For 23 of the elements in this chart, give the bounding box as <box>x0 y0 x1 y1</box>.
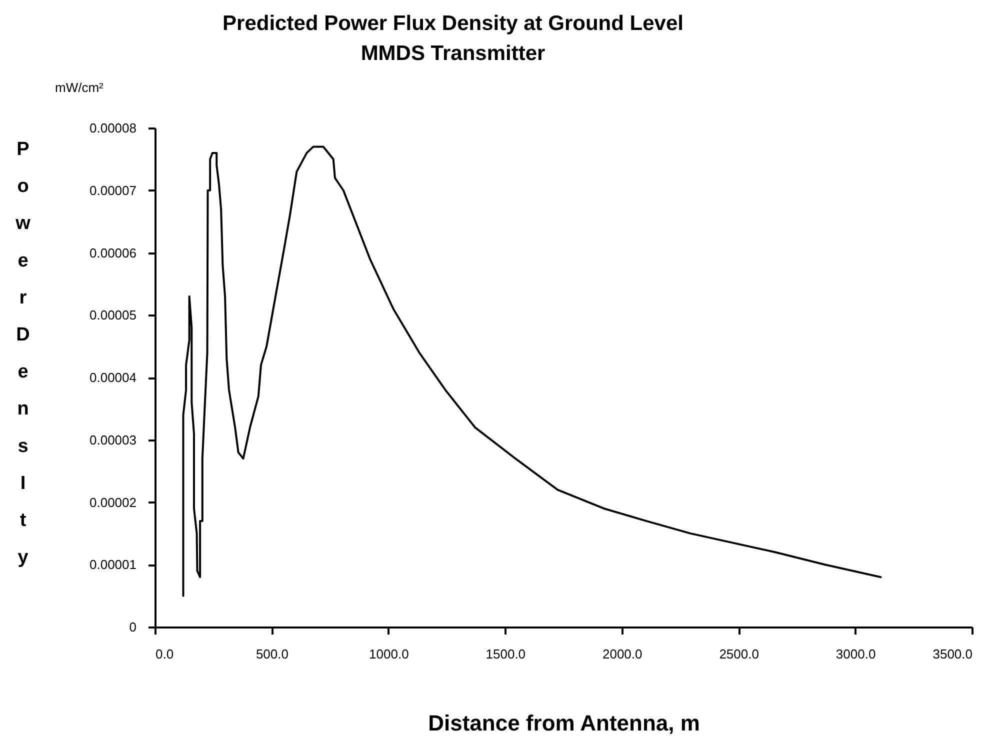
text: Power DensIty <box>16 139 30 568</box>
y-tick-label: 0.00005 <box>90 308 136 323</box>
line-series <box>182 146 882 597</box>
y-tick-label: 0.00004 <box>90 370 136 385</box>
chart-title: Predicted Power Flux Density at Ground Level <box>222 12 684 35</box>
y-tick-label: 0.00007 <box>90 182 136 198</box>
x-tick-label: 2000.0 <box>602 646 642 662</box>
y-tick-label: 0.00001 <box>90 557 136 572</box>
x-tick-label: 2500.0 <box>719 646 759 662</box>
x-tick-label: 1000.0 <box>369 646 409 662</box>
x-tick-label: 3000.0 <box>836 646 876 662</box>
y-tick-label: 0.00003 <box>90 432 136 448</box>
y-tick-label: 0.00006 <box>90 245 136 260</box>
y-tick-label: 0.00008 <box>90 120 136 136</box>
x-tick-label: 0.0 <box>156 646 174 662</box>
x-tick-label: 1500.0 <box>486 646 526 662</box>
y-tick-label: 0.00002 <box>90 494 136 510</box>
chart-subtitle: MMDS Transmitter <box>360 42 546 65</box>
x-tick-label: 3500.0 <box>932 646 972 662</box>
x-tick-label: 500.0 <box>256 646 288 662</box>
x-axis-title: Distance from Antenna, m <box>428 710 700 736</box>
text: mW/cm² <box>55 80 104 95</box>
y-tick-label: 0 <box>129 620 136 634</box>
